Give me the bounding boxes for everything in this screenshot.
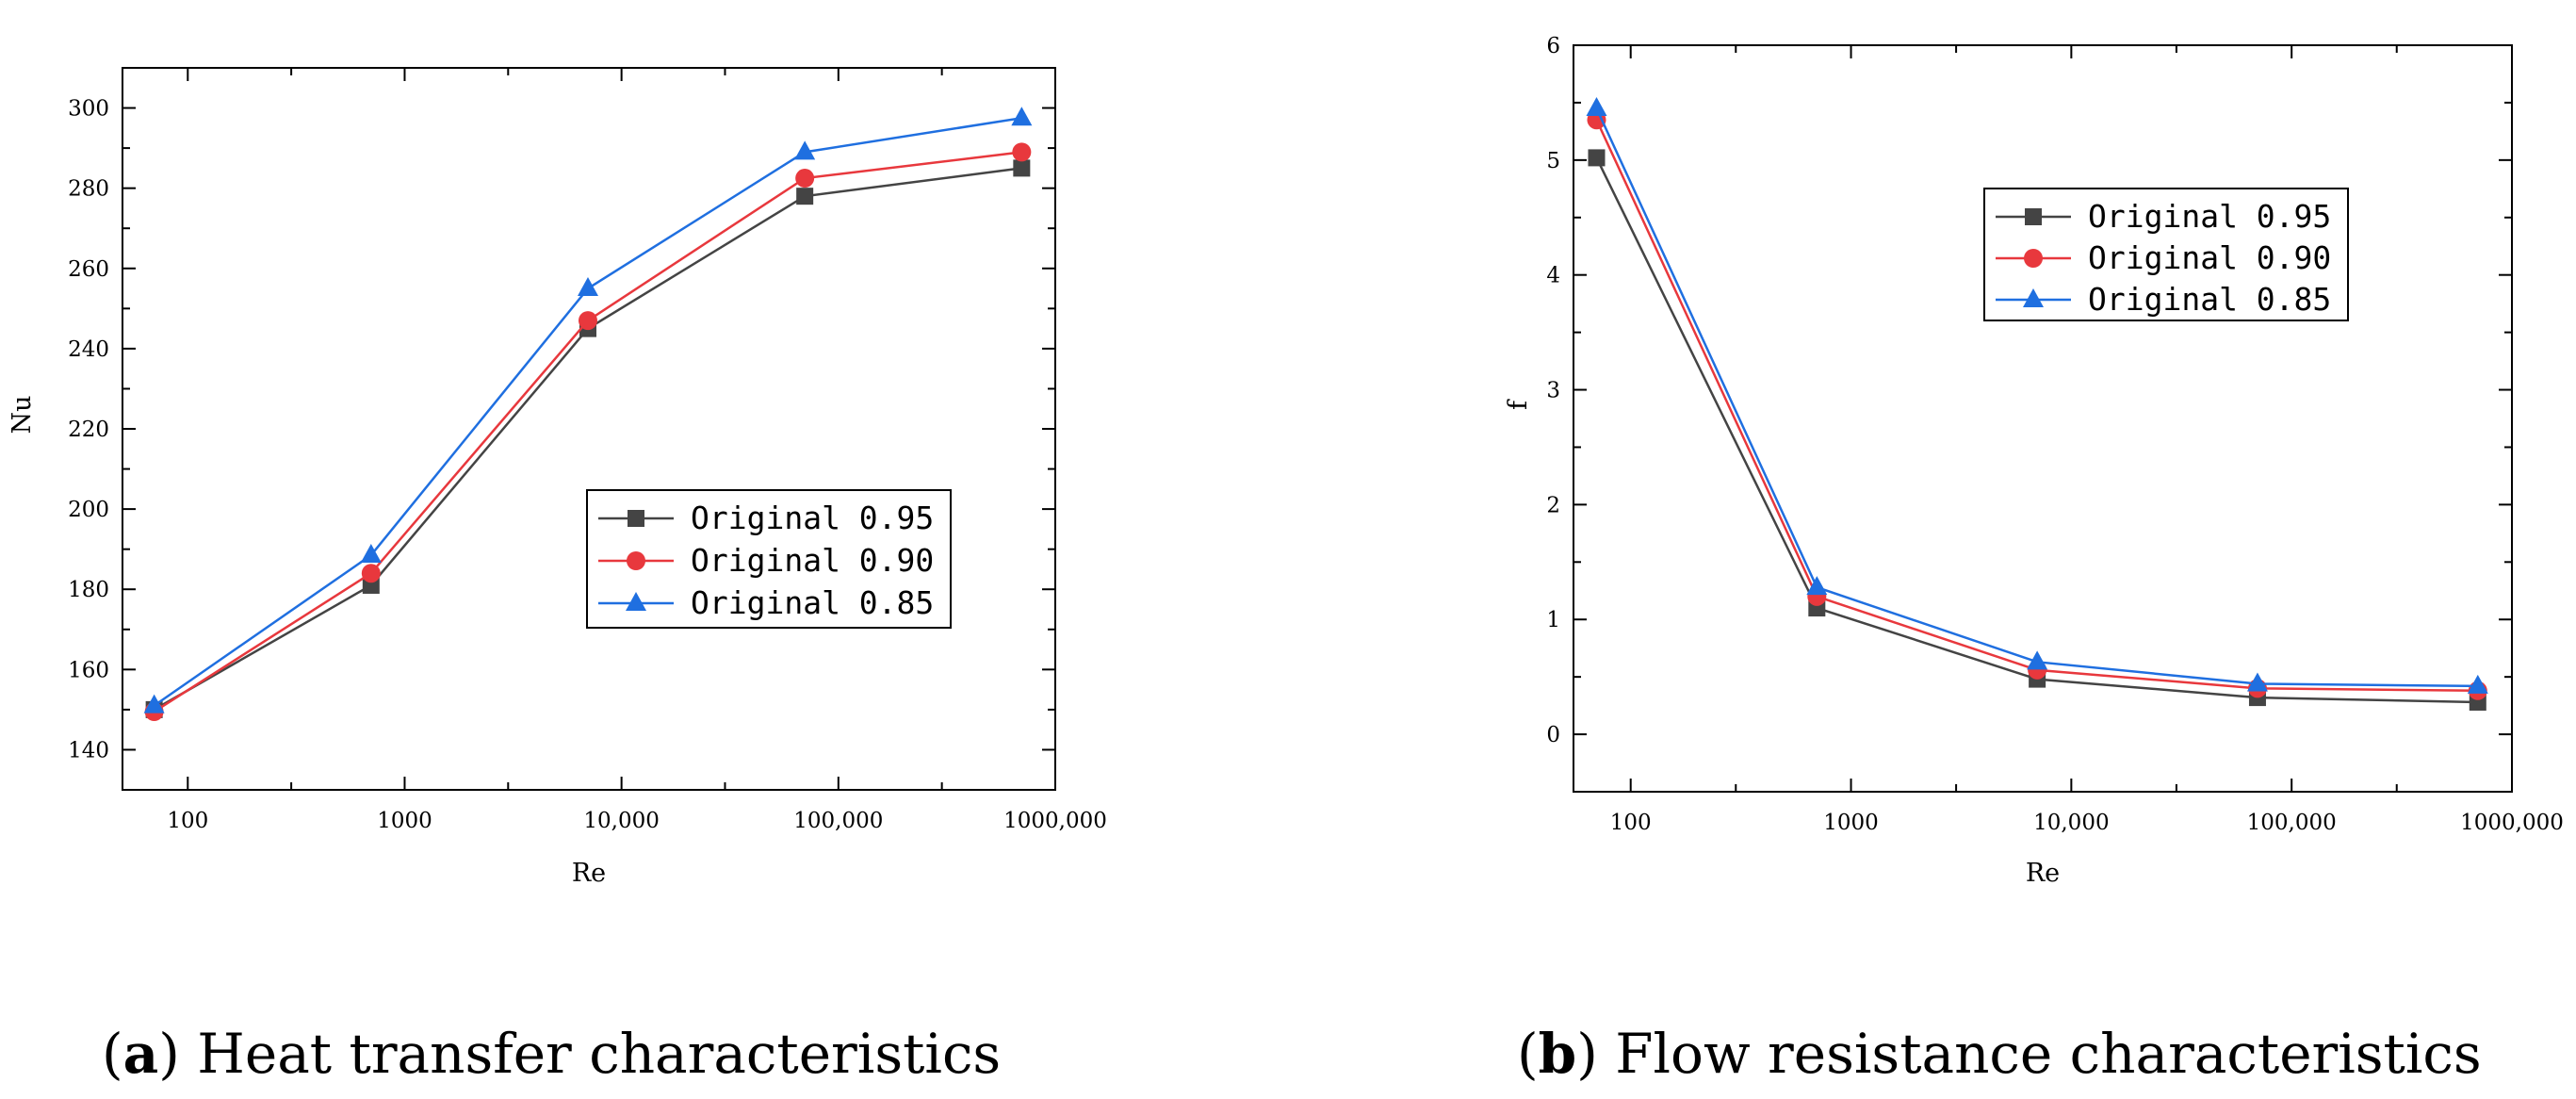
y-tick-label: 5 (1546, 149, 1560, 173)
x-tick-label: 100 (1610, 811, 1652, 835)
x-tick-label: 100,000 (2247, 811, 2337, 835)
legend-box (586, 489, 952, 629)
data-point (794, 140, 816, 160)
x-tick-label: 1000 (1823, 811, 1879, 835)
x-tick-label: 10,000 (2033, 811, 2109, 835)
data-point (1586, 97, 1607, 117)
plot-frame (1573, 44, 2513, 793)
data-point (2027, 650, 2048, 670)
legend-label: Original 0.90 (691, 542, 934, 579)
caption-paren-open: ( (1517, 1022, 1539, 1086)
legend-label: Original 0.90 (2088, 239, 2331, 276)
caption-text: ) Flow resistance characteristics (1576, 1022, 2481, 1086)
y-tick-label: 0 (1546, 723, 1560, 747)
data-point (795, 169, 815, 189)
y-tick-label: 260 (68, 257, 109, 282)
data-point (360, 544, 382, 564)
legend-marker (627, 551, 645, 570)
x-axis-title: Re (572, 859, 606, 888)
y-tick-label: 3 (1546, 379, 1560, 403)
chart-panel-a: 140 160 180 200 220 240 260 280 300 100 1000 10,000… (8, 67, 1107, 1086)
legend-marker (2024, 249, 2043, 268)
legend-label: Original 0.85 (691, 584, 934, 621)
chart-caption: (b) Flow resistance characteristics (1517, 1022, 2482, 1086)
legend-marker (626, 592, 646, 611)
data-point (1012, 142, 1032, 162)
legend: Original 0.95 Original 0.90 Original 0.85 (1983, 188, 2349, 321)
legend-marker (628, 510, 644, 527)
caption-paren-open: ( (102, 1022, 123, 1086)
x-tick-label: 10,000 (583, 809, 659, 833)
legend-box (1983, 188, 2349, 321)
x-axis-title: Re (2026, 859, 2060, 888)
y-tick-label: 200 (68, 498, 109, 522)
y-tick-label: 1 (1546, 608, 1560, 632)
data-point (1588, 149, 1606, 167)
data-point (1011, 107, 1033, 126)
legend-marker (2025, 208, 2042, 225)
y-tick-label: 240 (68, 337, 109, 362)
data-point (1806, 576, 1828, 596)
y-axis-title: f (1504, 399, 1533, 410)
legend-marker (2023, 288, 2044, 307)
data-point (2467, 674, 2488, 694)
y-tick-label: 4 (1546, 264, 1560, 288)
legend: Original 0.95 Original 0.90 Original 0.85 (586, 489, 952, 629)
chart-caption: (a) Heat transfer characteristics (102, 1022, 1001, 1086)
y-tick-label: 140 (68, 738, 109, 763)
legend-label: Original 0.95 (691, 500, 934, 536)
y-tick-label: 300 (68, 97, 109, 122)
y-tick-label: 280 (68, 177, 109, 202)
legend-label: Original 0.85 (2088, 281, 2331, 318)
data-point (1013, 159, 1031, 177)
data-point (578, 311, 597, 331)
caption-text: ) Heat transfer characteristics (158, 1022, 1001, 1086)
legend-label: Original 0.95 (2088, 198, 2331, 235)
y-tick-label: 2 (1546, 493, 1560, 517)
x-tick-label: 1000,000 (2460, 811, 2564, 835)
x-tick-label: 1000 (377, 809, 432, 833)
data-point (361, 564, 381, 583)
y-tick-label: 180 (68, 578, 109, 602)
data-point (796, 188, 814, 205)
data-point (143, 694, 165, 714)
chart-panel-b: 0 1 2 3 4 5 6 100 1000 10,000 100,000 1000,000 Re f Or… (1504, 34, 2564, 1086)
y-tick-label: 160 (68, 658, 109, 682)
x-tick-label: 100,000 (793, 809, 883, 833)
x-tick-label: 100 (167, 809, 208, 833)
caption-letter: a (123, 1022, 159, 1086)
y-axis-title: Nu (8, 395, 37, 434)
plot-frame (122, 67, 1056, 791)
y-tick-label: 6 (1546, 34, 1560, 58)
y-tick-label: 220 (68, 418, 109, 442)
data-point (577, 277, 598, 297)
x-tick-label: 1000,000 (1003, 809, 1107, 833)
caption-letter: b (1539, 1022, 1577, 1086)
data-point (2246, 672, 2268, 692)
